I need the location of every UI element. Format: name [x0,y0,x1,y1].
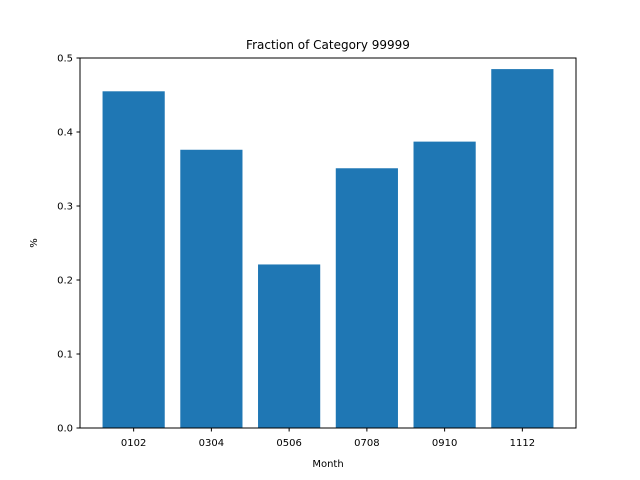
x-axis-title: Month [312,459,343,470]
y-axis-title: % [29,238,40,248]
bar-0304 [180,149,243,428]
bars-group [102,69,554,429]
x-tick-label: 0304 [199,438,224,449]
y-tick-label: 0.5 [57,54,73,65]
y-tick-label: 0.4 [57,128,73,139]
x-tick-label: 0910 [432,438,457,449]
bar-0910 [413,141,476,428]
x-tick-label: 0102 [121,438,146,449]
chart-title: Fraction of Category 99999 [246,38,410,52]
y-tick-label: 0.3 [57,202,73,213]
bar-0708 [335,168,398,428]
x-tick-label: 1112 [510,438,535,449]
axes-frame [79,57,577,429]
y-axis: 0.0 0.1 0.2 0.3 0.4 0.5 [57,54,80,435]
bar-1112 [491,69,554,428]
y-tick-label: 0.0 [57,424,73,435]
x-tick-label: 0708 [354,438,379,449]
x-axis: 0102 0304 0506 0708 0910 1112 [121,428,535,449]
bar-0506 [258,264,321,428]
bar-0102 [102,91,165,429]
x-tick-label: 0506 [276,438,301,449]
y-tick-label: 0.1 [57,350,73,361]
y-tick-label: 0.2 [57,276,73,287]
